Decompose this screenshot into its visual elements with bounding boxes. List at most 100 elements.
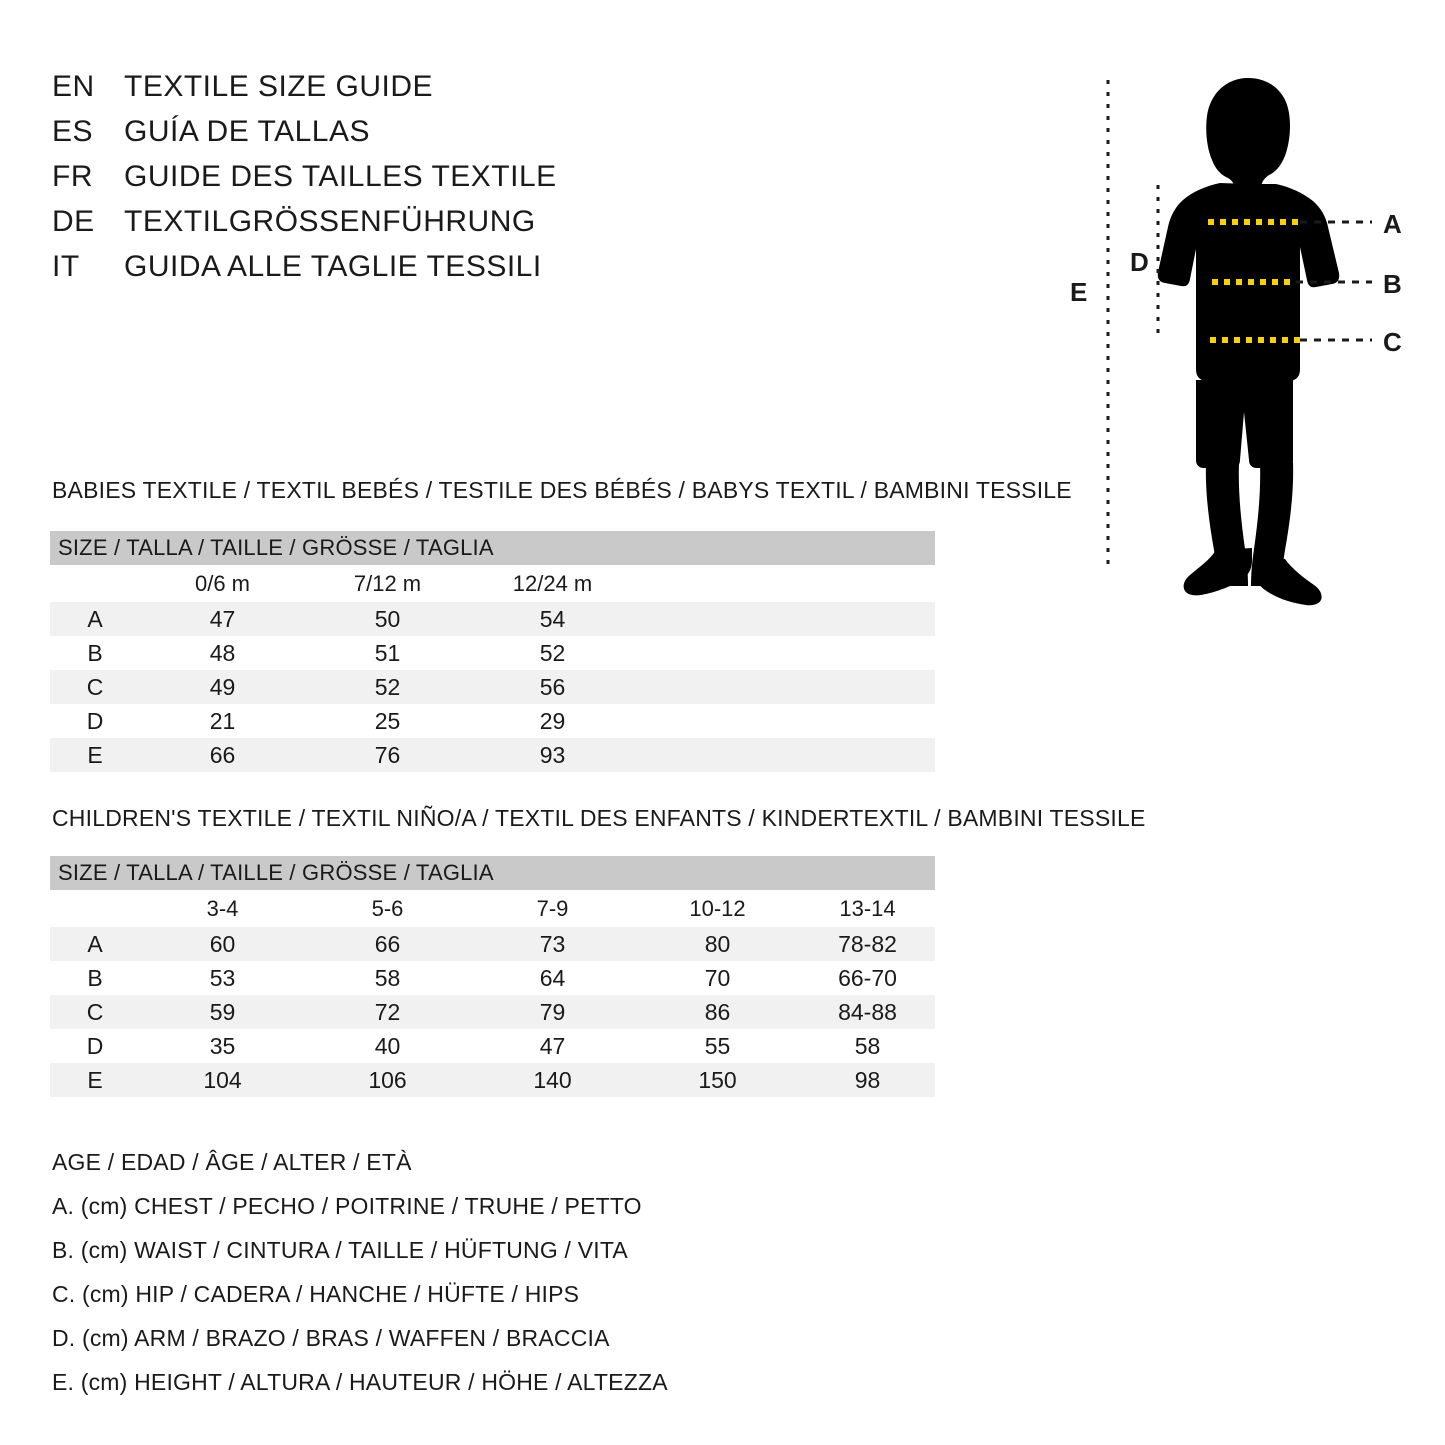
language-title: TEXTILGRÖSSENFÜHRUNG xyxy=(124,205,536,238)
language-code: EN xyxy=(52,70,95,103)
table-row: B 48 51 52 xyxy=(50,636,935,670)
table-cell: 40 xyxy=(305,1029,470,1063)
table-cell: 66 xyxy=(305,927,470,961)
table-row: C 49 52 56 xyxy=(50,670,935,704)
language-title: GUÍA DE TALLAS xyxy=(124,115,370,148)
legend-height: E. (cm) HEIGHT / ALTURA / HAUTEUR / HÖHE… xyxy=(52,1369,668,1395)
babies-section-title: BABIES TEXTILE / TEXTIL BEBÉS / TESTILE … xyxy=(52,477,1072,503)
table-cell: 51 xyxy=(305,636,470,670)
children-column-header: 7-9 xyxy=(470,890,635,927)
language-row-it: IT GUIDA ALLE TAGLIE TESSILI xyxy=(52,250,692,295)
row-label: C xyxy=(50,670,140,704)
measurement-legend: AGE / EDAD / ÂGE / ALTER / ETÀ A. (cm) C… xyxy=(52,1140,852,1404)
table-cell: 150 xyxy=(635,1063,800,1097)
table-cell: 56 xyxy=(470,670,635,704)
table-cell: 48 xyxy=(140,636,305,670)
legend-waist: B. (cm) WAIST / CINTURA / TAILLE / HÜFTU… xyxy=(52,1237,628,1263)
table-cell: 79 xyxy=(470,995,635,1029)
marker-label-height: E xyxy=(1070,277,1088,307)
marker-label-arm: D xyxy=(1130,247,1149,277)
language-row-de: DE TEXTILGRÖSSENFÜHRUNG xyxy=(52,205,692,250)
table-cell: 86 xyxy=(635,995,800,1029)
language-title: TEXTILE SIZE GUIDE xyxy=(124,70,434,103)
children-column-header-row: 3-4 5-6 7-9 10-12 13-14 xyxy=(50,890,936,927)
babies-column-header: 7/12 m xyxy=(305,565,470,602)
row-label: A xyxy=(50,602,140,636)
table-row: E 66 76 93 xyxy=(50,738,935,772)
table-cell: 72 xyxy=(305,995,470,1029)
table-row: A 47 50 54 xyxy=(50,602,935,636)
table-cell-empty xyxy=(635,704,935,738)
legend-hip: C. (cm) HIP / CADERA / HANCHE / HÜFTE / … xyxy=(52,1281,580,1307)
table-cell: 70 xyxy=(635,961,800,995)
table-cell: 21 xyxy=(140,704,305,738)
language-row-en: EN TEXTILE SIZE GUIDE xyxy=(52,70,692,115)
babies-column-header: 0/6 m xyxy=(140,565,305,602)
marker-label-chest: A xyxy=(1383,209,1402,239)
row-label: C xyxy=(50,995,140,1029)
language-title-block: EN TEXTILE SIZE GUIDE ES GUÍA DE TALLAS … xyxy=(52,70,692,295)
children-section-title: CHILDREN'S TEXTILE / TEXTIL NIÑO/A / TEX… xyxy=(52,805,1146,831)
table-cell: 104 xyxy=(140,1063,305,1097)
table-row: D 21 25 29 xyxy=(50,704,935,738)
children-band-label: SIZE / TALLA / TAILLE / GRÖSSE / TAGLIA xyxy=(50,856,936,890)
table-row: C 59 72 79 86 84-88 xyxy=(50,995,936,1029)
table-row: A 60 66 73 80 78-82 xyxy=(50,927,936,961)
table-row: B 53 58 64 70 66-70 xyxy=(50,961,936,995)
table-cell: 50 xyxy=(305,602,470,636)
table-cell: 25 xyxy=(305,704,470,738)
children-column-header: 3-4 xyxy=(140,890,305,927)
table-cell: 84-88 xyxy=(800,995,936,1029)
table-cell: 140 xyxy=(470,1063,635,1097)
table-cell-empty xyxy=(635,636,935,670)
language-title: GUIDE DES TAILLES TEXTILE xyxy=(124,160,557,193)
babies-empty-header xyxy=(635,565,935,602)
row-label: D xyxy=(50,704,140,738)
table-cell: 66 xyxy=(140,738,305,772)
table-cell: 54 xyxy=(470,602,635,636)
table-cell-empty xyxy=(635,738,935,772)
language-code: DE xyxy=(52,205,95,238)
table-cell: 66-70 xyxy=(800,961,936,995)
row-label: D xyxy=(50,1029,140,1063)
row-label: B xyxy=(50,636,140,670)
table-cell: 53 xyxy=(140,961,305,995)
table-cell: 80 xyxy=(635,927,800,961)
legend-chest: A. (cm) CHEST / PECHO / POITRINE / TRUHE… xyxy=(52,1193,642,1219)
table-cell: 52 xyxy=(305,670,470,704)
table-row: E 104 106 140 150 98 xyxy=(50,1063,936,1097)
babies-band-label: SIZE / TALLA / TAILLE / GRÖSSE / TAGLIA xyxy=(50,531,935,565)
children-column-header: 10-12 xyxy=(635,890,800,927)
table-cell: 58 xyxy=(800,1029,936,1063)
table-cell: 73 xyxy=(470,927,635,961)
table-cell: 76 xyxy=(305,738,470,772)
table-cell: 64 xyxy=(470,961,635,995)
table-cell: 98 xyxy=(800,1063,936,1097)
body-measurement-diagram: A B C D E xyxy=(1050,50,1445,610)
legend-arm: D. (cm) ARM / BRAZO / BRAS / WAFFEN / BR… xyxy=(52,1325,610,1351)
babies-column-header: 12/24 m xyxy=(470,565,635,602)
language-code: ES xyxy=(52,115,94,148)
table-cell: 93 xyxy=(470,738,635,772)
babies-column-header-row: 0/6 m 7/12 m 12/24 m xyxy=(50,565,935,602)
table-cell: 47 xyxy=(140,602,305,636)
table-row: D 35 40 47 55 58 xyxy=(50,1029,936,1063)
language-code: IT xyxy=(52,250,80,283)
table-cell-empty xyxy=(635,670,935,704)
babies-band-row: SIZE / TALLA / TAILLE / GRÖSSE / TAGLIA xyxy=(50,531,935,565)
marker-label-waist: B xyxy=(1383,269,1402,299)
row-label: E xyxy=(50,738,140,772)
table-cell: 29 xyxy=(470,704,635,738)
row-label: B xyxy=(50,961,140,995)
table-cell: 47 xyxy=(470,1029,635,1063)
table-cell-empty xyxy=(635,602,935,636)
language-title: GUIDA ALLE TAGLIE TESSILI xyxy=(124,250,542,283)
babies-size-table: SIZE / TALLA / TAILLE / GRÖSSE / TAGLIA … xyxy=(50,531,935,772)
table-cell: 60 xyxy=(140,927,305,961)
babies-corner-cell xyxy=(50,565,140,602)
children-column-header: 5-6 xyxy=(305,890,470,927)
language-row-es: ES GUÍA DE TALLAS xyxy=(52,115,692,160)
table-cell: 78-82 xyxy=(800,927,936,961)
language-code: FR xyxy=(52,160,93,193)
